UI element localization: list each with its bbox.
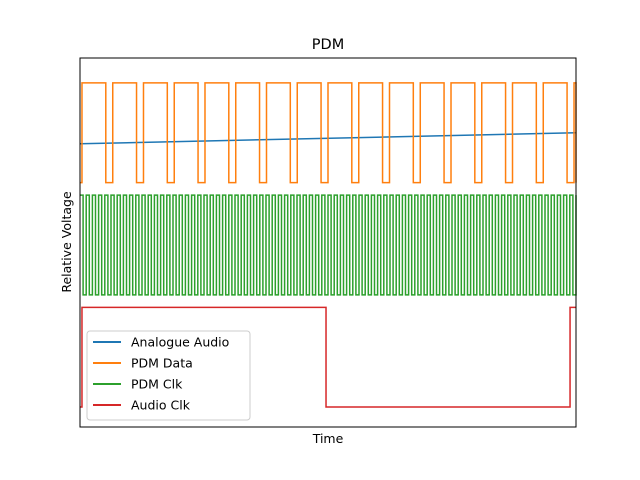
series-line-3	[80, 194, 577, 296]
legend-label-4: Audio Clk	[131, 398, 191, 413]
legend-label-2: PDM Data	[131, 356, 193, 371]
series-line-4	[80, 306, 576, 408]
chart-title: PDM	[312, 37, 344, 53]
legend-label-3: PDM Clk	[131, 377, 183, 392]
x-axis-label: Time	[312, 431, 344, 446]
legend-label-1: Analogue Audio	[131, 335, 229, 350]
legend: Analogue Audio PDM Data PDM Clk Audio Clk	[86, 330, 251, 421]
series-layer	[79, 82, 577, 408]
y-axis-label: Relative Voltage	[59, 191, 74, 293]
plot-frame	[79, 57, 577, 428]
legend-box	[86, 330, 251, 421]
series-line-2	[80, 82, 577, 184]
